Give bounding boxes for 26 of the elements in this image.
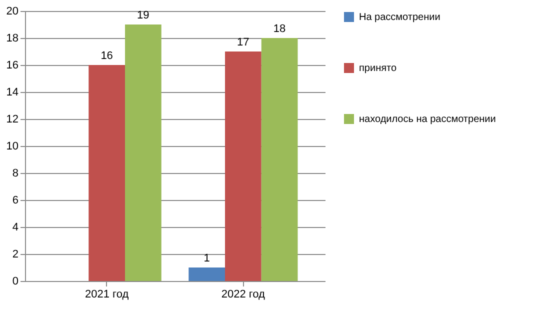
y-tick-label: 10	[6, 140, 18, 152]
y-tick-label: 20	[6, 6, 18, 18]
y-tick-label: 14	[6, 86, 18, 98]
data-label: 18	[273, 23, 286, 35]
y-tick-label: 4	[12, 222, 18, 234]
legend-label: принято	[359, 63, 397, 74]
x-tick-label: 2022 год	[221, 288, 266, 300]
y-tick-label: 2	[12, 248, 18, 260]
y-tick-label: 0	[12, 276, 18, 288]
y-tick-label: 12	[6, 114, 18, 126]
legend-label: находилось на рассмотрении	[359, 114, 496, 125]
y-tick-label: 8	[12, 168, 18, 180]
data-label: 16	[100, 50, 113, 62]
y-tick-label: 18	[6, 32, 18, 44]
x-tick-label: 2021 год	[85, 288, 130, 300]
bar	[261, 38, 298, 281]
y-tick-label: 6	[12, 194, 18, 206]
data-label: 19	[137, 10, 150, 22]
y-tick-label: 16	[6, 60, 18, 72]
bar	[188, 268, 225, 281]
legend-label: На рассмотрении	[359, 12, 440, 23]
bar	[225, 52, 262, 281]
bar	[88, 65, 125, 281]
bar	[125, 24, 162, 281]
data-label: 1	[204, 252, 210, 264]
data-label: 17	[237, 36, 250, 48]
